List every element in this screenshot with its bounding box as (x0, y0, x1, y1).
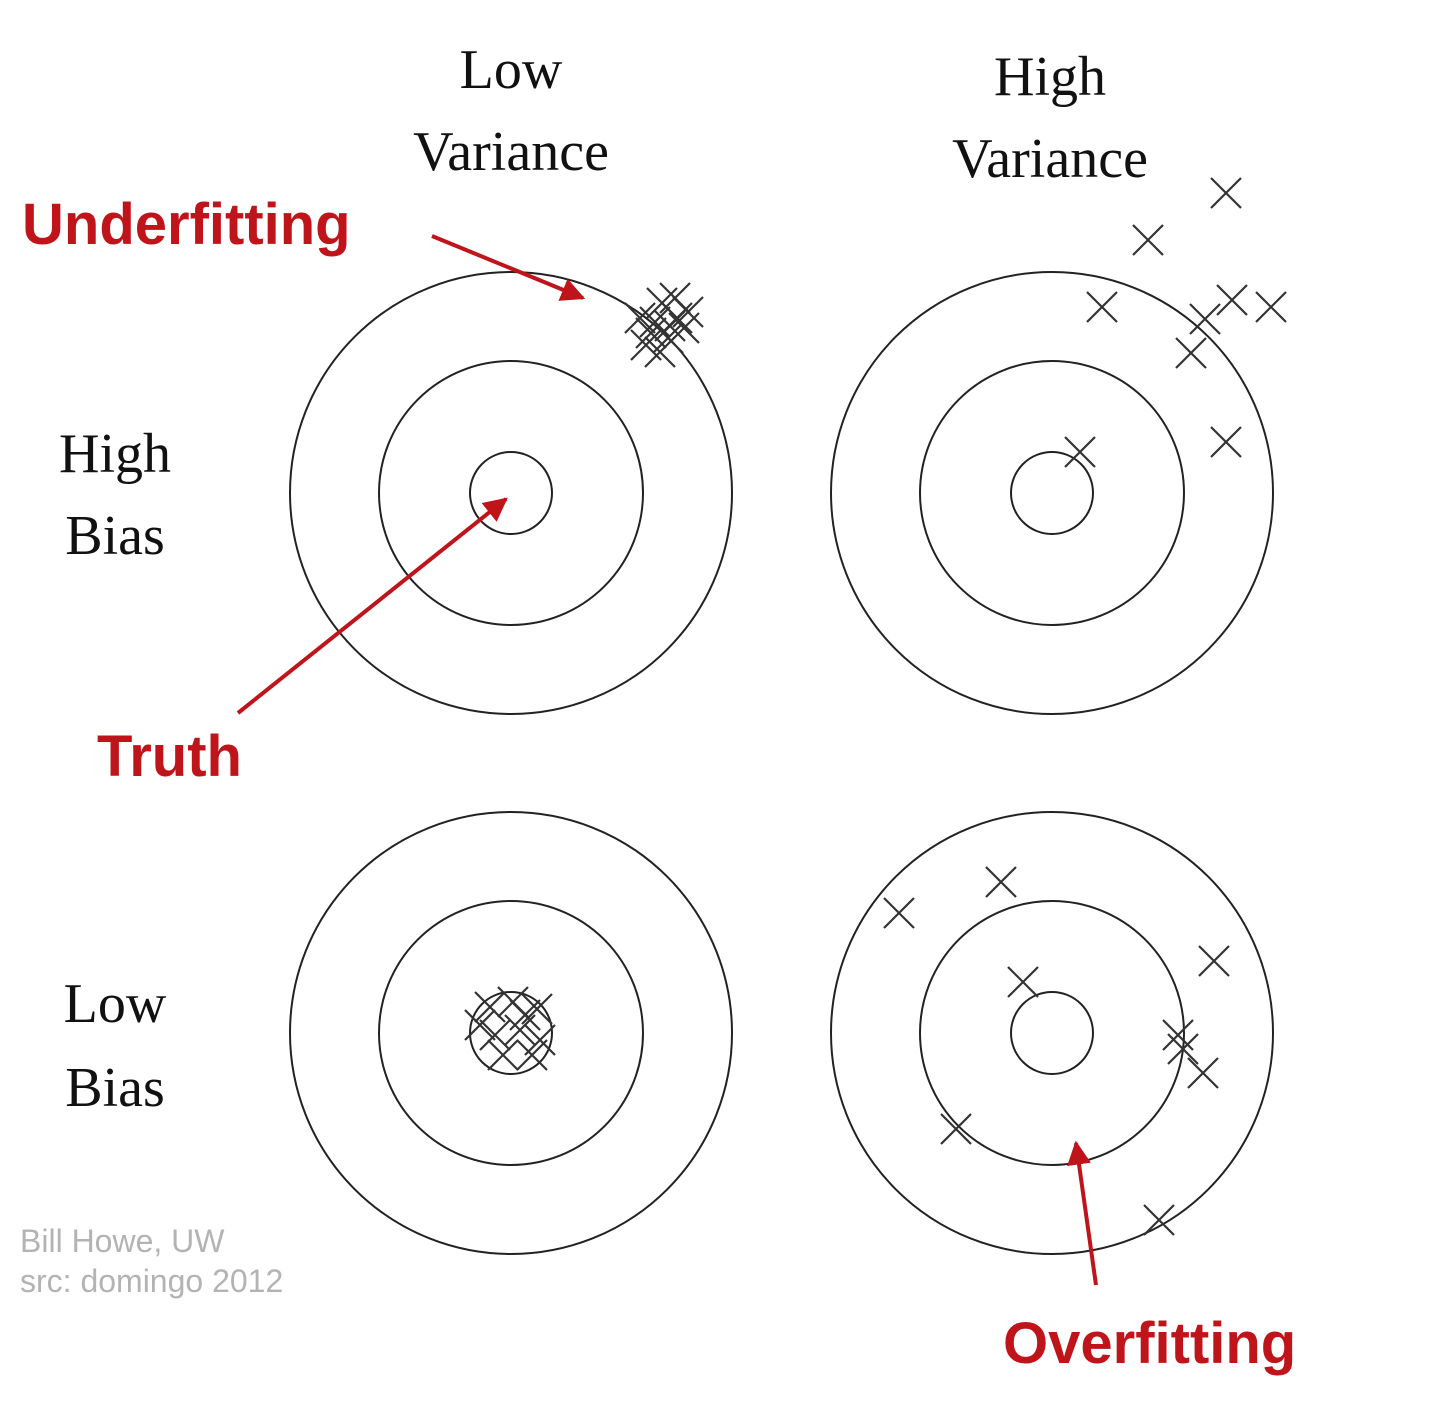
row-header-low-bias-line1: Low (64, 973, 167, 1035)
hit-mark (1086, 291, 1118, 323)
hit-mark (644, 336, 676, 368)
hit-mark (1162, 1019, 1194, 1051)
column-header-high-variance-line2: Variance (952, 128, 1148, 190)
hit-mark (521, 993, 553, 1025)
credit-author: Bill Howe, UW (20, 1223, 225, 1259)
hit-mark (474, 991, 506, 1023)
column-header-low-variance-line2: Variance (413, 121, 609, 183)
target-middle-ring (378, 900, 644, 1166)
hit-mark (1175, 337, 1207, 369)
hit-mark (1064, 436, 1096, 468)
target-outer-ring (830, 271, 1274, 715)
overfitting-label: Overfitting (1003, 1311, 1296, 1376)
hit-mark (1216, 284, 1248, 316)
truth-label: Truth (97, 724, 242, 789)
target-middle-ring (919, 900, 1185, 1166)
overfitting-arrow (1067, 1140, 1098, 1286)
hit-mark (1210, 177, 1242, 209)
underfitting-arrow (431, 234, 586, 301)
target-high-bias-low-variance (289, 271, 733, 715)
hit-mark (1255, 291, 1287, 323)
truth-arrow (236, 497, 508, 715)
hit-mark (509, 999, 541, 1031)
target-bullseye (469, 451, 553, 535)
target-middle-ring (919, 360, 1185, 626)
target-middle-ring (378, 360, 644, 626)
hits-high-bias-low-variance (624, 282, 704, 368)
target-bullseye (1010, 451, 1094, 535)
hit-mark (1132, 224, 1164, 256)
hits-low-bias-low-variance (464, 986, 556, 1071)
column-header-low-variance-line1: Low (460, 39, 563, 101)
hit-mark (883, 897, 915, 929)
hit-mark (516, 1039, 548, 1071)
hit-mark (672, 296, 704, 328)
row-header-low-bias-line2: Bias (65, 1057, 165, 1119)
hit-mark (1198, 945, 1230, 977)
hit-mark (654, 310, 686, 342)
hit-mark (464, 1009, 496, 1041)
hit-mark (1143, 1204, 1175, 1236)
hit-mark (1189, 303, 1221, 335)
target-bullseye (469, 991, 553, 1075)
underfitting-label: Underfitting (22, 192, 351, 257)
hit-mark (985, 866, 1017, 898)
target-low-bias-high-variance (830, 811, 1274, 1255)
target-outer-ring (289, 811, 733, 1255)
row-header-high-bias-line1: High (59, 423, 171, 485)
target-high-bias-high-variance (830, 177, 1287, 715)
credit-source: src: domingo 2012 (20, 1263, 283, 1299)
row-header-high-bias-line2: Bias (65, 505, 165, 567)
hit-mark (635, 317, 667, 349)
target-low-bias-low-variance (289, 811, 733, 1255)
hit-mark (524, 1024, 556, 1056)
target-outer-ring (830, 811, 1274, 1255)
hit-mark (1187, 1057, 1219, 1089)
target-bullseye (1010, 991, 1094, 1075)
target-outer-ring (289, 271, 733, 715)
hits-low-bias-high-variance (883, 866, 1230, 1236)
hit-mark (1210, 426, 1242, 458)
column-header-high-variance-line1: High (994, 46, 1106, 108)
hit-mark (652, 322, 684, 354)
hit-mark (1007, 966, 1039, 998)
hits-high-bias-high-variance (1064, 177, 1287, 468)
hit-mark (940, 1113, 972, 1145)
hit-mark (487, 1039, 519, 1071)
